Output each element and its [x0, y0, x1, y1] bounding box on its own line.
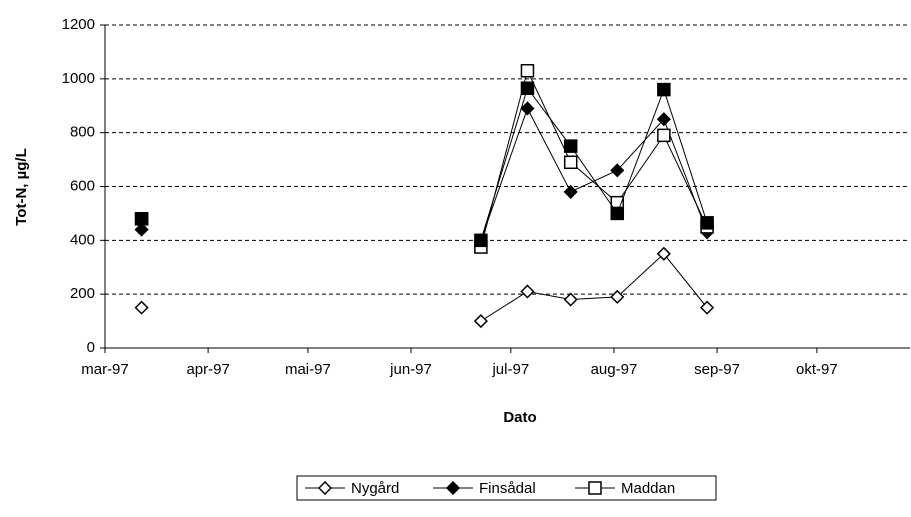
series-line: [480, 253, 708, 322]
data-point: [134, 300, 149, 315]
x-tick-label: jun-97: [389, 361, 432, 378]
data-point: [610, 289, 625, 304]
data-point: [520, 81, 535, 96]
legend-label: Nygård: [351, 480, 399, 497]
data-point: [656, 246, 671, 261]
series-line: [480, 87, 708, 241]
data-point: [700, 216, 714, 230]
data-point: [563, 184, 578, 199]
x-tick-label: sep-97: [694, 361, 740, 378]
data-point: [134, 222, 149, 237]
data-point: [473, 314, 488, 329]
data-point: [134, 212, 149, 226]
y-tick-label: 400: [70, 231, 95, 248]
series-line: [480, 107, 708, 241]
y-tick-label: 1000: [62, 70, 95, 87]
data-point: [700, 300, 715, 315]
x-tick-label: mar-97: [81, 361, 129, 378]
x-tick-label: aug-97: [591, 361, 638, 378]
data-point: [520, 284, 535, 299]
data-point: [474, 233, 488, 248]
series-line: [480, 69, 708, 248]
data-point: [520, 64, 535, 78]
legend-marker: [445, 480, 461, 496]
data-point: [656, 112, 671, 127]
data-point: [610, 163, 625, 178]
data-point: [563, 139, 578, 153]
data-point: [520, 101, 535, 116]
y-tick-label: 600: [70, 177, 95, 194]
x-tick-label: apr-97: [186, 361, 229, 378]
legend-box: [296, 475, 717, 501]
x-axis-label: Dato: [503, 409, 536, 426]
y-tick-label: 800: [70, 124, 95, 141]
legend-marker: [588, 481, 602, 495]
x-tick-label: jul-97: [491, 361, 529, 378]
legend-label: Maddan: [621, 480, 675, 497]
legend-marker: [317, 480, 333, 496]
legend-label: Finsådal: [479, 480, 536, 497]
data-point: [657, 128, 671, 143]
data-point: [563, 155, 578, 170]
y-axis-label: Tot-N, µg/L: [13, 148, 30, 226]
y-tick-label: 1200: [62, 16, 95, 33]
y-tick-label: 200: [70, 285, 95, 302]
x-tick-label: mai-97: [285, 361, 331, 378]
y-tick-label: 0: [87, 339, 95, 356]
x-tick-label: okt-97: [796, 361, 838, 378]
data-point: [563, 292, 578, 307]
data-point: [610, 206, 625, 221]
data-point: [657, 82, 671, 97]
